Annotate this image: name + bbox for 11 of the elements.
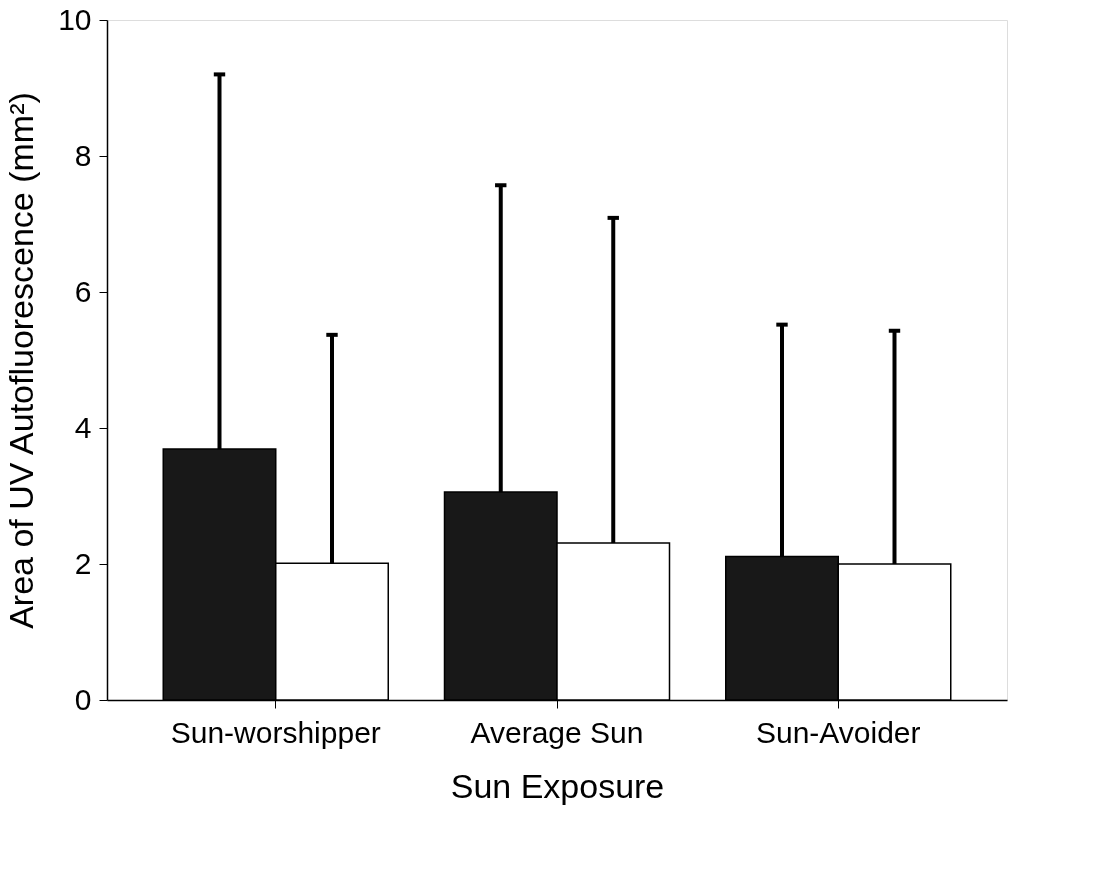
y-tick-label: 6 [74,274,92,308]
y-tick-label: 10 [58,2,92,36]
y-tick-label: 0 [74,682,92,716]
y-tick-label: 4 [74,410,92,444]
x-tick-label: Sun-worshipper [170,715,381,749]
y-tick-label: 2 [74,546,92,580]
x-tick-label: Sun-Avoider [755,715,921,749]
x-axis-title: Sun Exposure [450,766,665,805]
y-tick-label: 8 [74,138,92,172]
y-axis-title: Area of UV Autofluorescence (mm²) [2,92,41,629]
x-tick-label: Average Sun [470,715,644,749]
